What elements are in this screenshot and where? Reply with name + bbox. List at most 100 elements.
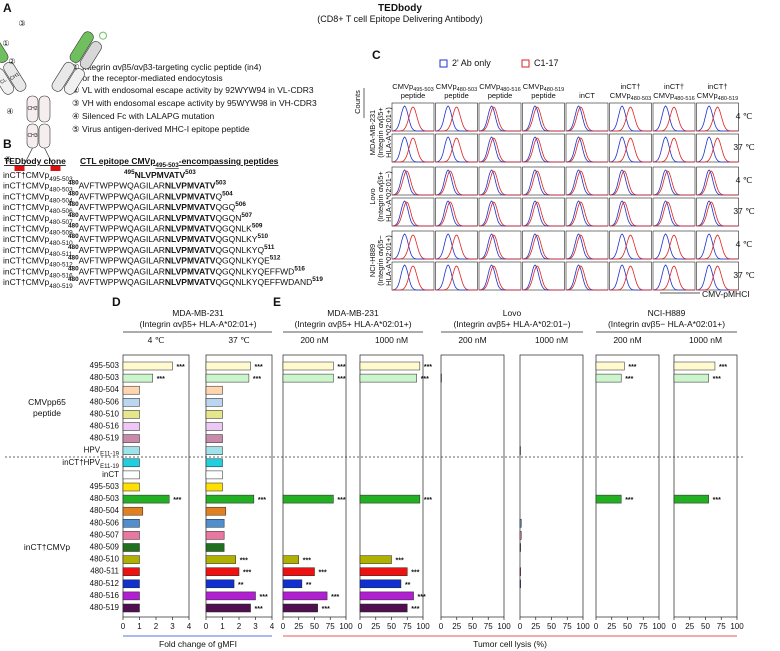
bar	[595, 494, 622, 504]
x-axis-label: Fold change of gMFI	[159, 639, 237, 649]
peptide-sequence-part: QGQNLKY	[215, 234, 257, 244]
histogram-curve	[435, 265, 478, 291]
clone-name-part: 480-506	[49, 208, 73, 215]
domain-label-part: CH1	[9, 72, 21, 83]
bar	[519, 446, 521, 455]
domain	[79, 41, 102, 70]
column-header: CMVp480-503	[436, 82, 477, 94]
plot-frame	[519, 354, 584, 618]
row-group-label-part: HLA-A*02:01−)	[384, 171, 393, 222]
peptide-sequence-part: NLVPMVATV	[165, 213, 216, 223]
x-tick-label-part: 0	[594, 622, 599, 631]
axis-label: CMV-pMHCI	[702, 289, 750, 299]
histogram-curve	[696, 234, 739, 260]
column-header-part: CMVp	[436, 82, 457, 91]
clone-name-part: 480-512	[49, 262, 73, 269]
y-tick-label: 480-504	[90, 385, 120, 394]
histogram-frame	[522, 230, 565, 260]
histogram-curve	[566, 137, 608, 163]
x-axis-label: Tumor cell lysis (%)	[473, 639, 547, 649]
bar	[205, 361, 251, 371]
bar	[122, 519, 140, 528]
y-tick-label: 480-507	[90, 531, 120, 540]
significance-label-part: ***	[255, 606, 263, 613]
bar	[205, 482, 223, 492]
significance-label: **	[238, 582, 244, 589]
column-header: inCT†	[664, 82, 684, 91]
bar	[359, 567, 408, 576]
clone-name: inCT†CMVp480-512	[3, 256, 73, 269]
row-group-label: (Integrin αvβ5+	[376, 171, 385, 222]
clone-name-part: 480-507	[49, 219, 73, 226]
x-tick-label-part: 75	[403, 622, 412, 631]
histogram-frame	[652, 197, 696, 227]
histogram-curve	[392, 234, 434, 260]
y-tick-label-part: 480-510	[90, 555, 120, 564]
domain-label-part: CH3	[27, 133, 37, 139]
bar	[205, 494, 255, 504]
row-group-label: HLA-A*02:01+)	[384, 235, 393, 286]
x-tick-label: 0	[358, 622, 363, 631]
column-header-part: CMVp	[479, 82, 500, 91]
x-tick-label-part: 0	[439, 622, 444, 631]
x-tick-label: 50	[468, 622, 477, 631]
histogram-curve	[522, 265, 565, 291]
y-tick-label: 480-503	[90, 494, 120, 503]
y-tick-label-part: 495-503	[90, 361, 120, 370]
row-group-label-part: HLA-A*02:01+)	[384, 107, 393, 158]
row-group-label-part: NCI-H889	[368, 244, 377, 277]
bar	[122, 458, 140, 468]
histogram-frame	[652, 230, 696, 260]
histogram-curve	[696, 170, 739, 196]
bar	[205, 422, 223, 431]
y-tick-label-part: 480-507	[90, 531, 120, 540]
bar	[282, 373, 334, 383]
significance-label-part: ***	[411, 606, 419, 613]
x-tick-label-part: 0	[672, 622, 677, 631]
clone-name-part: 480-503	[49, 187, 73, 194]
significance-label-part: ***	[337, 497, 345, 504]
marker-part: ①	[2, 39, 9, 48]
y-tick-label-part: 480-519	[90, 434, 120, 443]
bar	[122, 470, 140, 480]
significance-label: ***	[337, 497, 345, 504]
histogram-curve	[566, 201, 608, 227]
x-tick-label: 75	[563, 622, 572, 631]
significance-label: ***	[322, 606, 330, 613]
x-tick-label-part: 75	[639, 622, 648, 631]
legend-item: ① Integrin αvβ5/αvβ3-targeting cyclic pe…	[72, 62, 261, 72]
clone-name-part: inCT†CMVp	[3, 202, 50, 212]
group-label: inCT†CMVp	[24, 542, 71, 552]
cell-line-part: Lovo	[503, 308, 522, 318]
column-header-part: CMVp	[523, 82, 544, 91]
y-tick-label: 480-510	[90, 555, 120, 564]
x-tick-label-part: 0	[281, 622, 286, 631]
y-tick-label-part: 495-503	[90, 482, 120, 491]
panel-header-part: 200 nM	[300, 335, 328, 345]
significance-label: **	[405, 582, 411, 589]
temperature-label: 37 ℃	[733, 270, 755, 280]
x-tick-label: 50	[701, 622, 710, 631]
panel-header: 200 nM	[458, 335, 486, 345]
temperature-label-part: 4 ℃	[736, 175, 753, 185]
y-tick-label-part: 480-504	[90, 506, 120, 515]
x-tick-label: 50	[623, 622, 632, 631]
peptide-sequence-part: 506	[235, 201, 246, 208]
bar	[359, 603, 408, 613]
histogram-curve	[609, 137, 652, 163]
bar	[205, 519, 225, 528]
peptide-sequence-part: 519	[312, 276, 323, 283]
bar	[519, 579, 521, 589]
histogram-curve	[653, 265, 695, 291]
x-tick-label-part: 25	[371, 622, 380, 631]
cell-line-part: MDA-MB-231	[172, 308, 224, 318]
panel-header-part: 1000 nM	[689, 335, 722, 345]
histogram-frame	[609, 261, 652, 291]
cell-detail: (Integrin αvβ5− HLA-A*02:01+)	[608, 319, 725, 329]
histogram-frame	[391, 197, 435, 227]
histogram-frame	[391, 102, 435, 132]
histogram-curve	[479, 265, 521, 291]
peptide-sequence-part: 480	[68, 244, 79, 251]
x-tick-label-part: 2	[237, 622, 242, 631]
x-tick-label: 100	[339, 622, 353, 631]
